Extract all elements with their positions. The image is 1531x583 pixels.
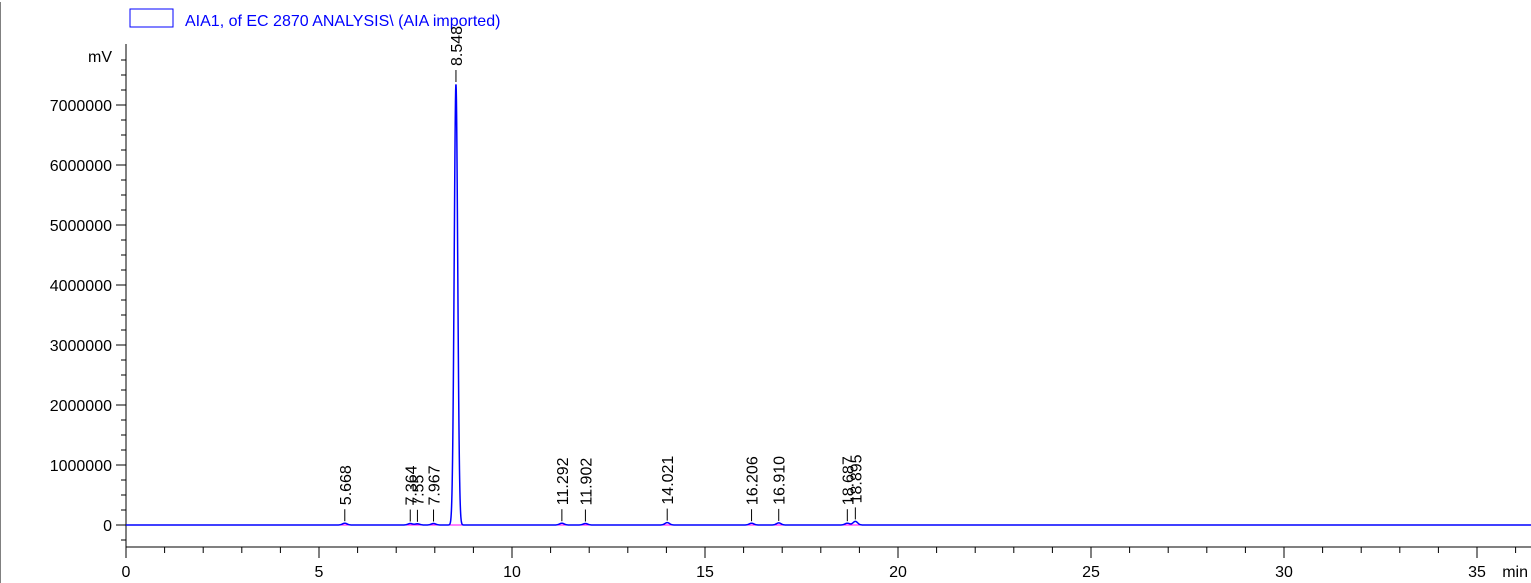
trace	[126, 84, 1531, 526]
x-tick-label: 35	[1468, 564, 1486, 581]
peak-label: 11.292	[555, 457, 572, 505]
peak-label: 14.021	[660, 456, 677, 505]
peak-label: 18.895	[848, 454, 865, 503]
peak-label: 7.55	[410, 475, 427, 506]
peak-label: 7.967	[427, 465, 444, 505]
x-tick-label: 10	[503, 564, 521, 581]
chromatogram-trace	[126, 84, 1531, 526]
peak-label: 16.206	[745, 456, 762, 505]
peak-label: 16.910	[772, 456, 789, 505]
x-tick-label: 15	[696, 564, 714, 581]
y-tick-label: 2000000	[50, 398, 112, 415]
y-axis-label: mV	[88, 49, 112, 66]
x-axis-label: min	[1502, 564, 1528, 581]
x-tick-label: 20	[889, 564, 907, 581]
peak-label: 7.364	[403, 465, 420, 505]
peak-label: 5.668	[338, 465, 355, 505]
y-tick-label: 1000000	[50, 458, 112, 475]
y-tick-label: 7000000	[50, 98, 112, 115]
x-tick-label: 30	[1275, 564, 1293, 581]
y-tick-label: 0	[103, 518, 112, 535]
legend: AIA1, of EC 2870 ANALYSIS\ (AIA imported…	[129, 8, 500, 30]
legend-label: AIA1, of EC 2870 ANALYSIS\ (AIA imported…	[185, 13, 500, 30]
x-tick-label: 25	[1082, 564, 1100, 581]
peak-label: 11.902	[578, 458, 595, 506]
y-tick-label: 3000000	[50, 338, 112, 355]
x-tick-label: 5	[315, 564, 324, 581]
x-tick-label: 0	[122, 564, 131, 581]
peak-label: 8.548	[449, 26, 466, 66]
y-tick-label: 5000000	[50, 218, 112, 235]
legend-swatch	[129, 8, 174, 28]
y-tick-label: 4000000	[50, 278, 112, 295]
y-tick-label: 6000000	[50, 158, 112, 175]
peak-label: 18.687	[840, 456, 857, 505]
